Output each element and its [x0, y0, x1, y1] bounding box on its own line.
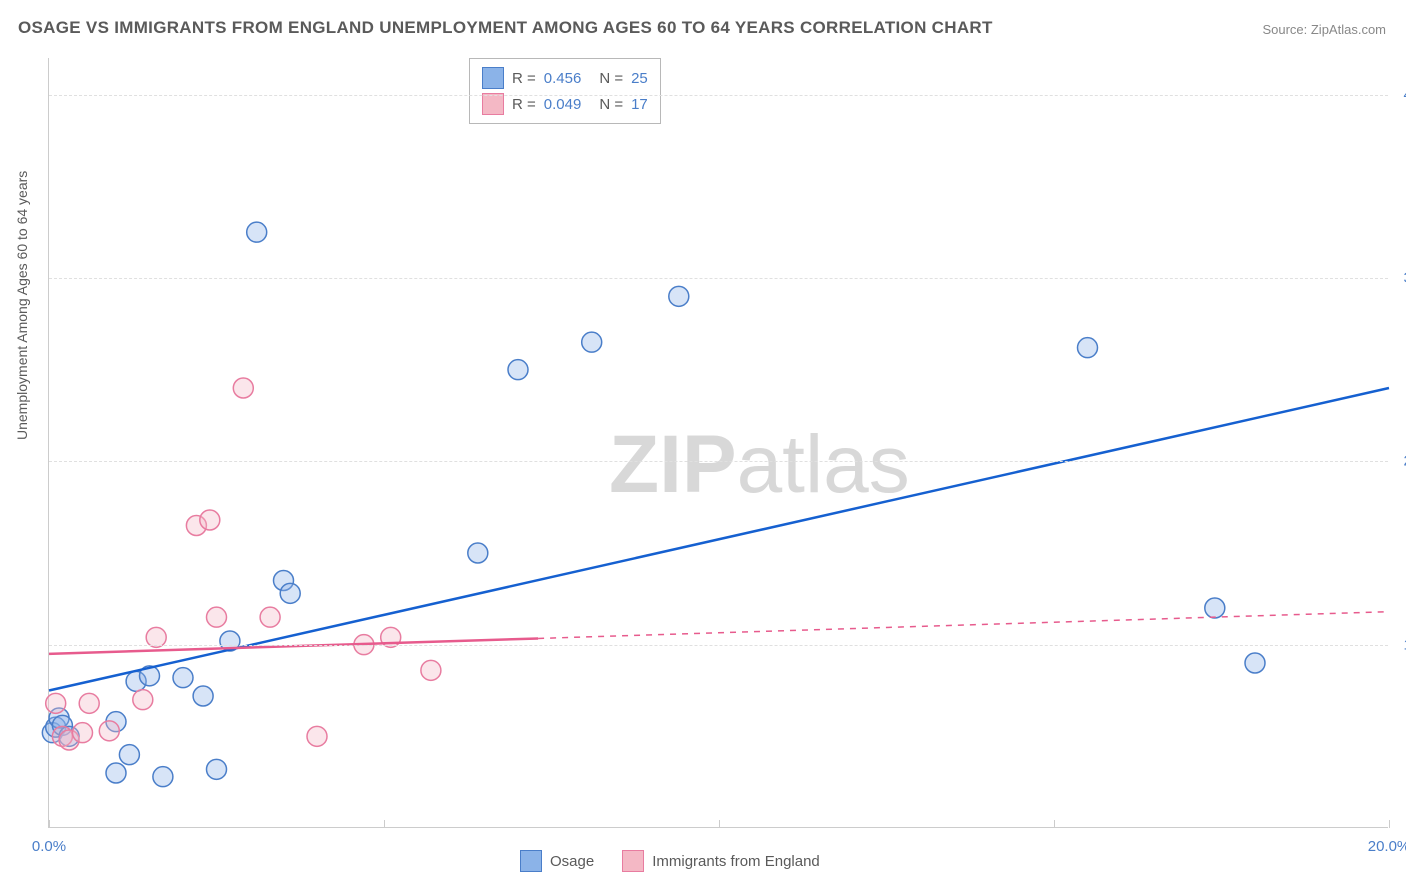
- data-point: [119, 745, 139, 765]
- data-point: [508, 360, 528, 380]
- gridline: [49, 278, 1388, 279]
- data-point: [200, 510, 220, 530]
- data-point: [46, 693, 66, 713]
- data-point: [582, 332, 602, 352]
- data-point: [173, 668, 193, 688]
- stat-n-value-1: 25: [631, 70, 648, 87]
- legend-item-immigrants: Immigrants from England: [622, 850, 820, 872]
- data-point: [233, 378, 253, 398]
- bottom-legend: Osage Immigrants from England: [520, 850, 820, 872]
- plot-area: ZIPatlas R = 0.456 N = 25 R = 0.049 N = …: [48, 58, 1388, 828]
- stat-legend: R = 0.456 N = 25 R = 0.049 N = 17: [469, 58, 661, 124]
- data-point: [79, 693, 99, 713]
- chart-container: OSAGE VS IMMIGRANTS FROM ENGLAND UNEMPLO…: [0, 0, 1406, 892]
- data-point: [1205, 598, 1225, 618]
- data-point: [133, 690, 153, 710]
- data-point: [207, 759, 227, 779]
- data-point: [153, 767, 173, 787]
- stat-r-value-1: 0.456: [544, 70, 582, 87]
- swatch-immigrants-bottom: [622, 850, 644, 872]
- gridline: [49, 95, 1388, 96]
- swatch-osage-bottom: [520, 850, 542, 872]
- data-point: [421, 660, 441, 680]
- gridline: [49, 461, 1388, 462]
- data-point: [1078, 338, 1098, 358]
- legend-label-osage: Osage: [550, 853, 594, 870]
- trend-line: [49, 638, 538, 653]
- stat-r-label-2: R =: [512, 96, 536, 113]
- data-point: [247, 222, 267, 242]
- swatch-immigrants: [482, 93, 504, 115]
- data-point: [73, 723, 93, 743]
- xtick: [1054, 820, 1055, 828]
- swatch-osage: [482, 67, 504, 89]
- xtick-label: 0.0%: [32, 838, 66, 855]
- chart-title: OSAGE VS IMMIGRANTS FROM ENGLAND UNEMPLO…: [18, 18, 993, 38]
- stat-r-value-2: 0.049: [544, 96, 582, 113]
- data-point: [307, 726, 327, 746]
- data-point: [193, 686, 213, 706]
- xtick: [1389, 820, 1390, 828]
- xtick: [49, 820, 50, 828]
- legend-label-immigrants: Immigrants from England: [652, 853, 820, 870]
- data-point: [106, 763, 126, 783]
- data-point: [99, 721, 119, 741]
- stat-n-label-1: N =: [599, 70, 623, 87]
- stat-n-label-2: N =: [599, 96, 623, 113]
- data-point: [1245, 653, 1265, 673]
- xtick-label: 20.0%: [1368, 838, 1406, 855]
- data-point: [280, 583, 300, 603]
- gridline: [49, 645, 1388, 646]
- legend-item-osage: Osage: [520, 850, 594, 872]
- stat-n-value-2: 17: [631, 96, 648, 113]
- data-point: [260, 607, 280, 627]
- xtick: [719, 820, 720, 828]
- stat-r-label-1: R =: [512, 70, 536, 87]
- data-point: [669, 286, 689, 306]
- stat-legend-row-1: R = 0.456 N = 25: [482, 65, 648, 91]
- source-attribution: Source: ZipAtlas.com: [1262, 22, 1386, 37]
- xtick: [384, 820, 385, 828]
- chart-svg: [49, 58, 1388, 827]
- trend-line-extrapolated: [538, 612, 1389, 639]
- y-axis-label: Unemployment Among Ages 60 to 64 years: [14, 171, 30, 440]
- data-point: [468, 543, 488, 563]
- data-point: [207, 607, 227, 627]
